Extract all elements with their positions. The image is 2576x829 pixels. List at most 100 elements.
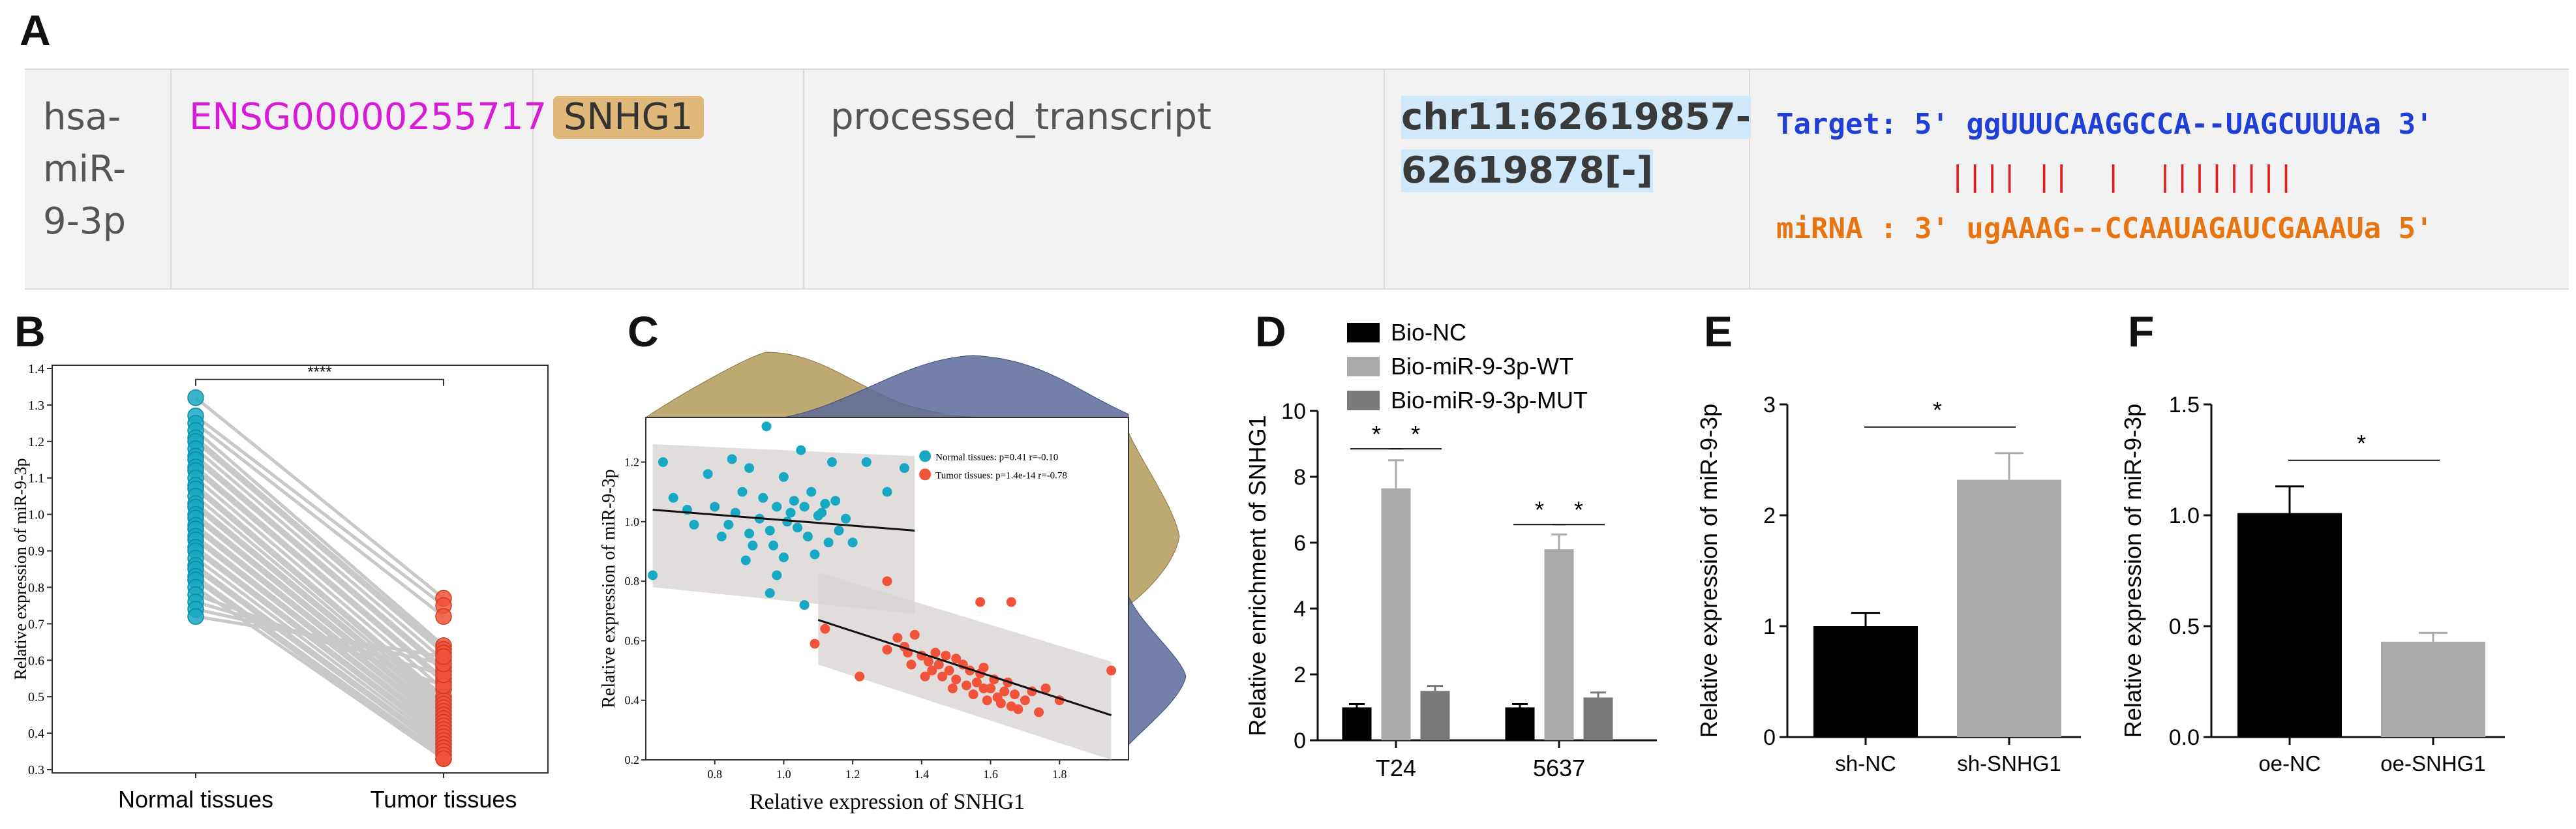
normal-point [778,552,789,563]
normal-point [765,588,775,598]
tumor-point [1106,665,1117,676]
tumor-point [978,683,989,693]
tumor-point [951,654,962,664]
tumor-point [920,671,930,682]
y-tick-label: 0 [1763,725,1776,750]
y-tick-label: 0.5 [28,690,44,704]
pair-line [194,564,445,749]
mirna-cell: hsa- miR- 9-3p [25,70,172,288]
plot-frame [645,417,1129,761]
locus-cell: chr11:62619857- 62619878[-] [1385,70,1751,288]
bar-sh-nc [1813,626,1918,737]
alignment-cell: Target: 5' ggUUUCAAGGCCA--UAGCUUUAa 3' |… [1750,70,2569,288]
mirna-name-line3: 9-3p [43,200,127,243]
pair-line [195,600,444,677]
pair-line [194,505,445,713]
y-tick-label: 0.8 [625,575,640,588]
pair-line [194,466,445,680]
tumor-point [820,624,830,634]
normal-point [778,472,789,482]
y-tick-label: 6 [1294,531,1306,556]
tumor-point [941,650,951,661]
normal-point [799,600,810,610]
y-tick-label: 0.6 [28,654,44,668]
normal-fit-line [652,509,915,532]
panel-a-label: A [20,6,51,54]
normal-point [703,469,713,479]
tumor-point [947,683,958,693]
normal-point [758,492,768,503]
normal-confidence-band [652,444,915,614]
pair-line [195,614,444,659]
normal-point [882,487,892,497]
legend-swatch [1347,391,1380,410]
normal-point [748,540,758,550]
tumor-point [435,648,452,665]
mirna-sequence: miRNA : 3' ugAAAG--CCAAUAGAUCGAAAUa 5' [1776,212,2433,245]
legend-label: Bio-miR-9-3p-WT [1391,353,1573,380]
panel-c-correlation-plot: 0.8 1.0 1.2 1.4 1.6 1.8 0.2 0.4 0.6 0.8 1.0 1.2 Rela… [599,352,1187,814]
tumor-point [937,671,948,682]
tumor-point [962,680,972,691]
tumor-point [906,659,917,670]
pair-line [194,396,445,600]
panel-f-label: F [2128,307,2155,355]
x-tick-label: sh-SNHG1 [1957,751,2061,776]
y-tick-label: 1.0 [2169,504,2200,528]
tumor-point [435,750,452,767]
normal-point [806,487,817,497]
tumor-point [882,644,892,655]
x-tick-label: 5637 [1533,755,1585,781]
y-tick-label: 0 [1294,729,1306,753]
y-tick-label: 1.1 [28,472,44,486]
mirna-name-line1: hsa- [43,96,121,138]
y-tick-label: 0.9 [28,545,44,559]
significance-label: * [1535,496,1544,523]
ensembl-cell: ENSG00000255717 [172,70,547,288]
y-axis-label: Relative expression of miR-9-3p [11,458,30,680]
panel-e-bar-chart: 0 1 2 3 Relative expression of miR-9-3p sh-NC… [1695,393,2081,776]
normal-point [785,507,796,518]
normal-point [810,549,820,560]
y-tick-label: 2 [1294,663,1306,687]
kde-right-tumor [1128,595,1187,746]
pair-line [194,517,445,720]
pair-line [194,440,445,654]
pair-line [194,436,445,651]
pair-line [194,458,445,672]
pair-line [194,524,445,724]
bar-bio-mir-9-3p-wt [1381,488,1411,740]
normal-point [817,507,827,518]
normal-point [772,502,782,512]
bar-bio-mir-9-3p-mut [1420,691,1450,740]
normal-point [689,519,699,530]
normal-point [723,519,734,530]
tumor-point [930,648,941,658]
tumor-point [944,665,954,676]
tumor-point [933,659,944,670]
normal-point [658,457,668,467]
pair-line [194,502,445,709]
normal-point [830,496,841,506]
x-tick-label: oe-SNHG1 [2380,751,2485,776]
biotype-cell: processed_transcript [804,70,1385,288]
tumor-point [975,597,986,607]
y-axis-label: Relative expression of miR-9-3p [1695,404,1722,738]
tumor-point [995,698,1006,708]
pair-line [194,535,445,731]
y-tick-label: 0.0 [2169,725,2200,750]
bar-oe-nc [2237,513,2342,737]
pair-line [194,528,445,727]
mirna-name-line2: miR- [43,148,126,190]
bar-oe-snhg1 [2381,641,2485,737]
y-tick-label: 10 [1281,399,1306,424]
normal-point [789,496,799,506]
normal-point [772,570,782,580]
y-tick-label: 1 [1763,614,1776,639]
x-tick-label: Tumor tissues [371,786,517,813]
panel-f-bar-chart: 0.0 0.5 1.0 1.5 Relative expression of miR-9… [2119,393,2505,776]
y-tick-label: 2 [1763,504,1776,528]
legend-normal-marker [919,450,932,462]
normal-point [796,445,806,455]
normal-point [834,525,844,535]
